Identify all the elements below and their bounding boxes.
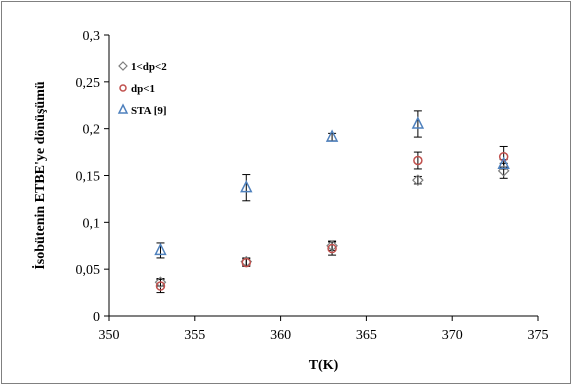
x-tick-label: 370 — [442, 328, 463, 343]
triangle-point — [240, 179, 253, 193]
legend-entry: 1<dp<2 — [131, 61, 167, 73]
y-tick-label: 0,15 — [76, 170, 101, 185]
diamond-point — [326, 239, 338, 252]
circle-point — [413, 155, 423, 166]
axes — [108, 35, 538, 317]
x-tick-label: 365 — [356, 328, 377, 343]
x-tick-label: 355 — [184, 328, 205, 343]
diamond-point — [412, 174, 424, 187]
circle-point — [327, 243, 337, 254]
diamond-point — [154, 276, 167, 289]
y-tick-label: 0 — [93, 310, 100, 325]
diamond-point — [497, 164, 510, 177]
x-tick-label: 360 — [270, 328, 291, 343]
y-axis-title: İsobütenin ETBE'ye dönüşümü — [31, 81, 48, 270]
error-bars — [156, 110, 508, 294]
triangle-point — [411, 116, 425, 129]
circle-point — [241, 257, 252, 268]
x-axis-title: T(K) — [309, 358, 339, 373]
legend-entry: dp<1 — [131, 83, 155, 95]
legend: 1<dp<2 dp<1 STA [9] — [117, 61, 167, 117]
triangle-point — [154, 242, 167, 256]
legend-triangle-icon — [117, 103, 129, 114]
triangle-point — [497, 156, 510, 170]
markers — [154, 116, 510, 291]
y-tick-label: 0,3 — [83, 29, 101, 44]
circle-point — [498, 152, 509, 162]
y-tick-label: 0,05 — [76, 263, 101, 278]
circle-point — [155, 281, 166, 291]
x-tick-label: 350 — [99, 328, 120, 343]
legend-entry: STA [9] — [131, 105, 167, 117]
ticks: 350 355 360 365 370 375 0 0,05 0,1 0,15 0,2 0,25 0,3 — [76, 29, 549, 343]
x-tick-label: 375 — [528, 328, 549, 343]
y-tick-label: 0,1 — [83, 216, 101, 231]
y-tick-label: 0,2 — [83, 123, 101, 138]
y-tick-label: 0,25 — [76, 76, 101, 91]
legend-diamond-icon — [118, 61, 128, 71]
triangle-point — [325, 129, 339, 142]
legend-circle-icon — [119, 84, 127, 92]
